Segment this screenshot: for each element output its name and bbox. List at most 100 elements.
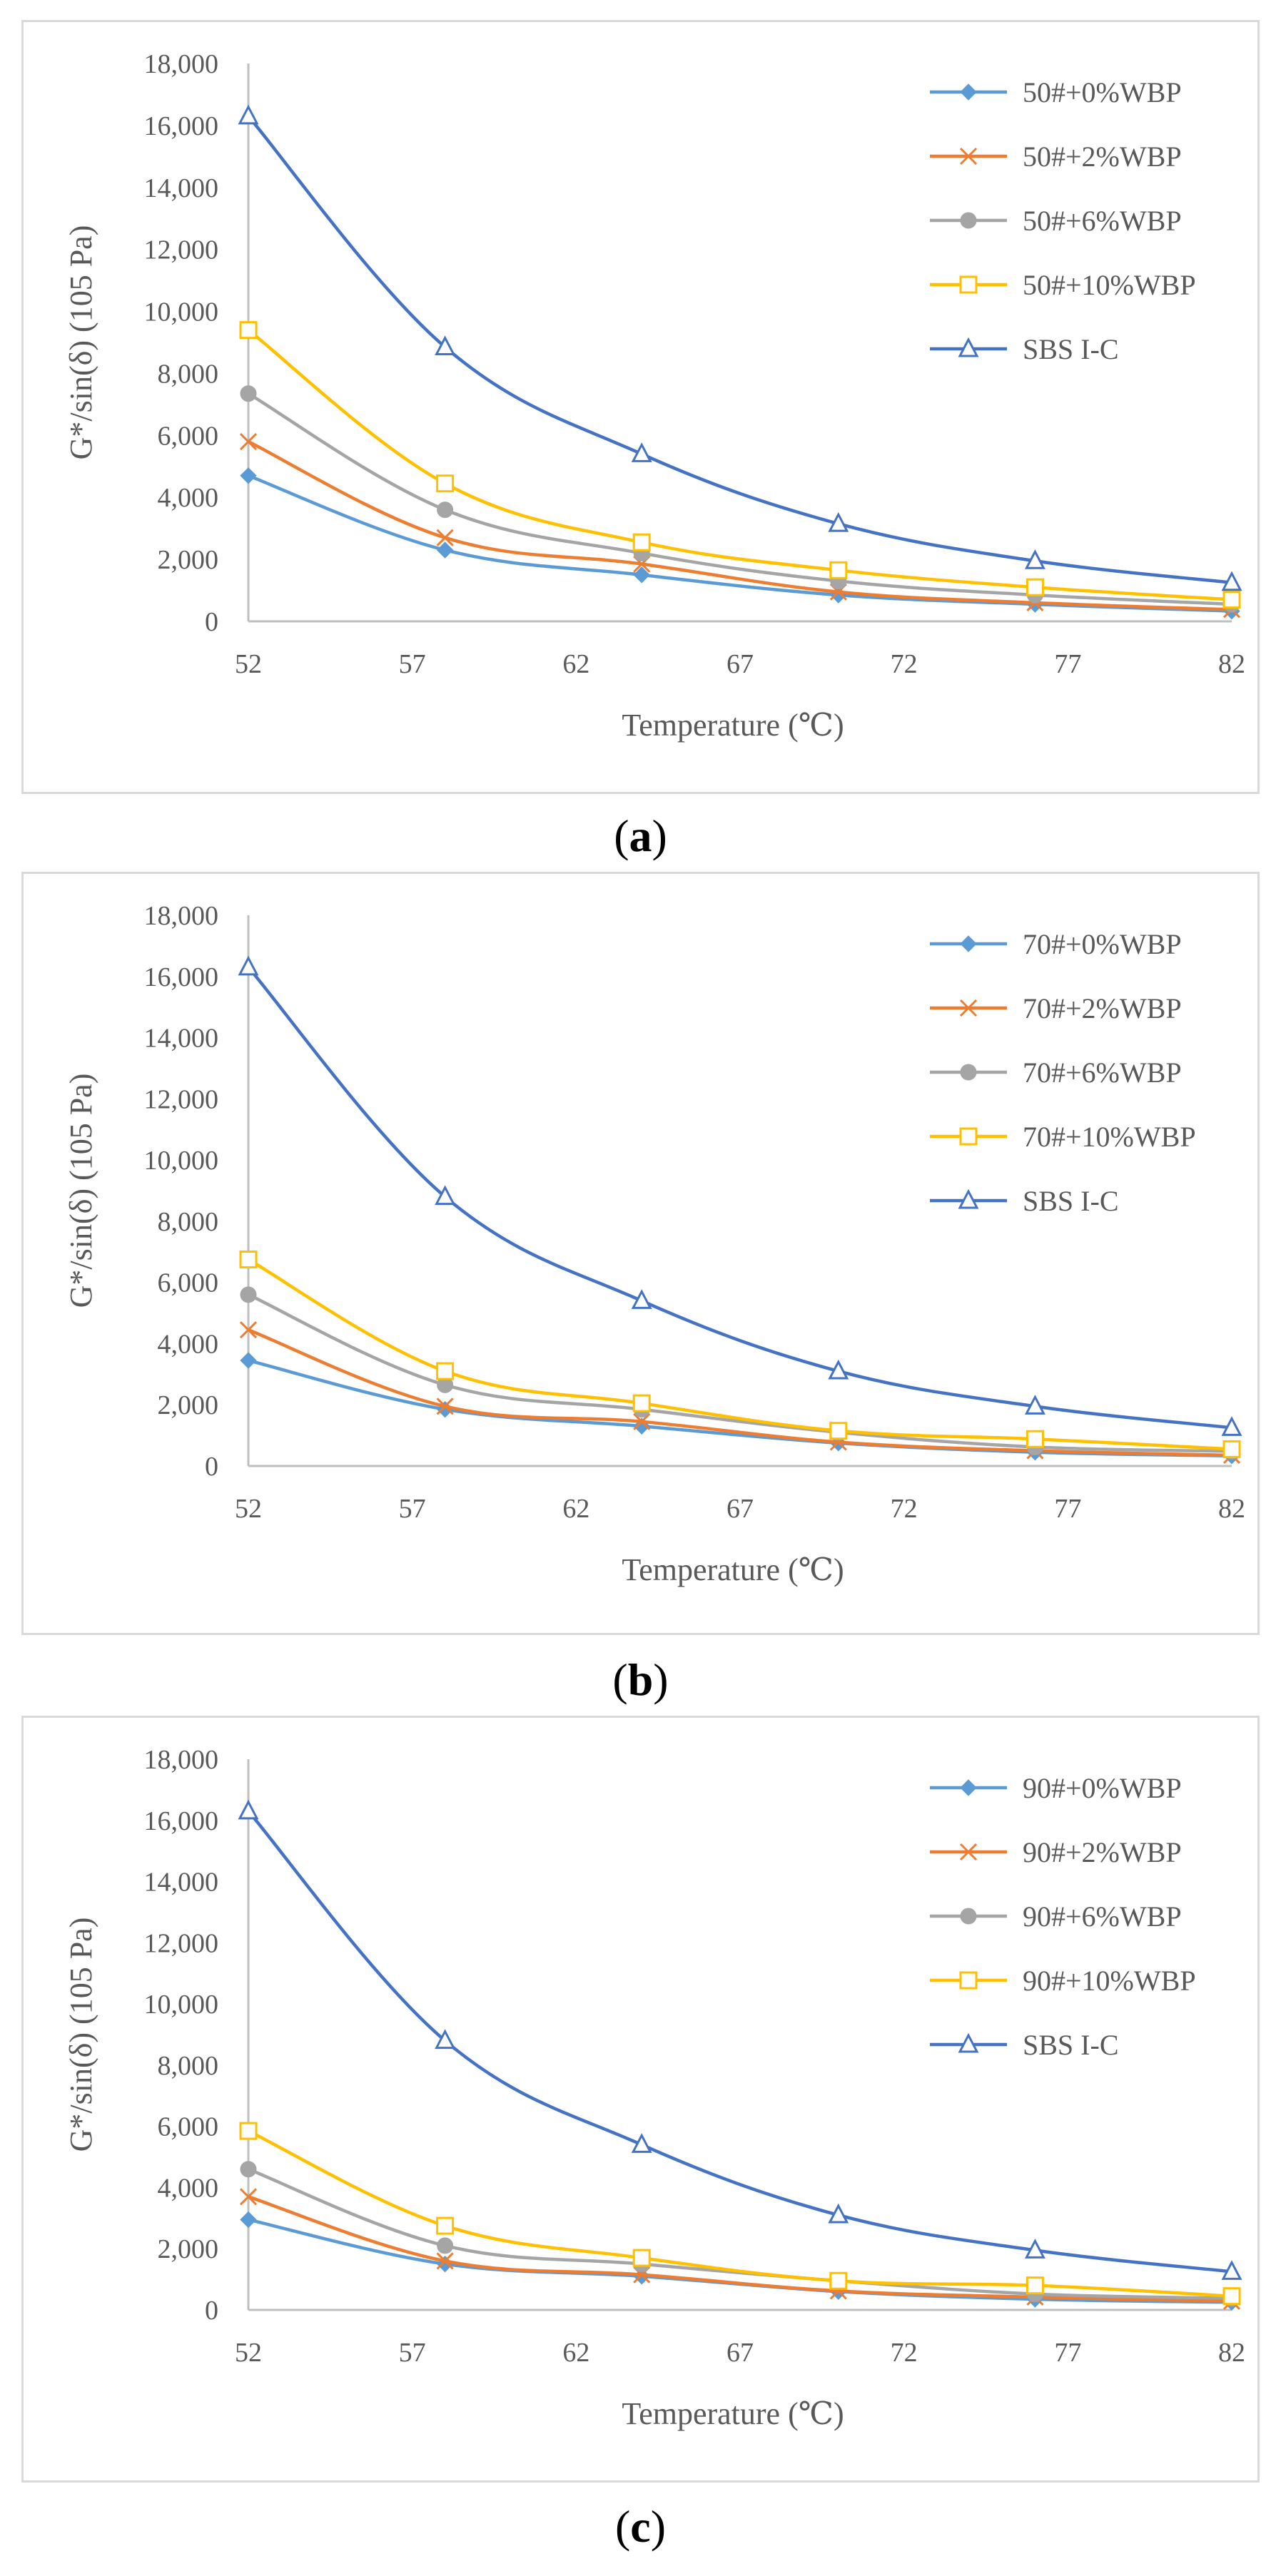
- y-tick-label: 12,000: [144, 1928, 219, 1958]
- data-point: [240, 1286, 257, 1303]
- data-point: [1221, 571, 1242, 591]
- legend-marker: [959, 999, 978, 1017]
- data-point: [1024, 549, 1045, 569]
- y-tick-label: 12,000: [144, 1084, 219, 1114]
- y-axis-title: G*/sin(δ) (105 Pa): [64, 1074, 98, 1308]
- data-point: [436, 529, 454, 546]
- x-tick-label: 82: [1218, 1494, 1245, 1524]
- y-tick-label: 0: [205, 1452, 218, 1482]
- series-3: [239, 2122, 1241, 2306]
- y-tick-label: 10,000: [144, 297, 219, 327]
- legend-item: SBS I-C: [930, 333, 1119, 365]
- data-point: [239, 1321, 258, 1339]
- data-point: [435, 335, 456, 356]
- data-point: [240, 2161, 257, 2178]
- y-tick-label: 16,000: [144, 1806, 219, 1836]
- chart-b-svg: 0 2,000 4,000 6,000 8,000 10,000 12,000 14,000 1…: [64, 901, 1245, 1587]
- data-point: [1222, 2287, 1241, 2306]
- x-tick-label: 67: [726, 2338, 754, 2368]
- x-axis-title: Temperature (℃): [622, 708, 844, 743]
- x-tick-label: 52: [235, 2338, 262, 2368]
- y-tick-label: 18,000: [144, 49, 219, 79]
- data-point: [239, 321, 258, 340]
- data-point: [829, 2271, 848, 2290]
- x-tick-label: 62: [562, 2338, 589, 2368]
- data-point: [240, 385, 257, 402]
- legend-label: 90#+6%WBP: [1023, 1900, 1182, 1933]
- y-tick-label: 8,000: [158, 359, 219, 389]
- y-tick-label: 6,000: [158, 2112, 219, 2142]
- legend-item: 50#+6%WBP: [930, 205, 1182, 237]
- series-line: [248, 2195, 1232, 2303]
- y-tick-label: 4,000: [158, 1329, 219, 1359]
- series-line: [248, 2167, 1232, 2300]
- data-point: [631, 442, 652, 462]
- series-line: [248, 440, 1232, 611]
- legend-marker: [960, 935, 977, 952]
- x-tick-label: 52: [235, 1494, 262, 1524]
- x-axis-title: Temperature (℃): [622, 2396, 844, 2431]
- y-tick-label: 0: [205, 2296, 218, 2326]
- y-tick-label: 16,000: [144, 962, 219, 992]
- x-tick-label: 57: [399, 649, 426, 679]
- data-point: [435, 1185, 456, 1206]
- legend-item: SBS I-C: [930, 2029, 1119, 2061]
- series-1: [239, 2188, 1241, 2311]
- caption-a: (a): [614, 810, 667, 861]
- data-point: [240, 1352, 257, 1369]
- legend-marker: [960, 1908, 977, 1925]
- data-point: [829, 561, 848, 579]
- series-line: [247, 1258, 1232, 1451]
- caption-a-label: a: [629, 810, 652, 861]
- x-tick-label: 72: [891, 649, 918, 679]
- legend-item: 50#+10%WBP: [930, 269, 1196, 301]
- legend-label: 90#+2%WBP: [1023, 1836, 1182, 1868]
- series-line: [247, 328, 1232, 601]
- chart-a-svg: 0 2,000 4,000 6,000 8,000 10,000 12,000 14,000 1…: [64, 49, 1245, 743]
- legend-label: 50#+10%WBP: [1023, 269, 1196, 301]
- data-point: [436, 1398, 454, 1415]
- data-point: [240, 2211, 257, 2229]
- legend-marker: [959, 1843, 978, 1861]
- legend-item: 90#+10%WBP: [930, 1965, 1196, 1997]
- legend-marker: [960, 1779, 977, 1796]
- series-line: [247, 115, 1232, 584]
- x-tick-label: 52: [235, 649, 262, 679]
- x-tick-label: 77: [1054, 649, 1081, 679]
- y-tick-label: 10,000: [144, 1146, 219, 1176]
- y-tick-label: 0: [205, 607, 218, 637]
- y-tick-label: 2,000: [158, 1390, 219, 1420]
- y-tick-label: 14,000: [144, 1868, 219, 1898]
- series-line: [248, 1293, 1232, 1453]
- legend-label: 90#+0%WBP: [1023, 1772, 1182, 1804]
- data-point: [632, 533, 651, 551]
- y-tick-label: 18,000: [144, 1745, 219, 1775]
- y-axis-title: G*/sin(δ) (105 Pa): [64, 225, 98, 460]
- legend-label: 70#+2%WBP: [1023, 992, 1182, 1024]
- x-tick-label: 72: [891, 2338, 918, 2368]
- legend-label: 90#+10%WBP: [1023, 1965, 1196, 1997]
- y-tick-label: 10,000: [144, 1990, 219, 2020]
- series-3: [239, 321, 1241, 609]
- data-point: [829, 1422, 848, 1440]
- y-tick-label: 8,000: [158, 2051, 219, 2081]
- legend-label: 70#+0%WBP: [1023, 928, 1182, 960]
- legend-item: 70#+6%WBP: [930, 1057, 1182, 1089]
- data-point: [239, 2122, 258, 2140]
- legend-marker: [960, 1064, 977, 1081]
- data-point: [238, 955, 259, 976]
- data-point: [240, 467, 257, 484]
- legend-item: 70#+0%WBP: [930, 928, 1182, 960]
- data-point: [631, 1289, 652, 1309]
- legend-marker: [959, 1971, 978, 1990]
- series-4: [238, 1799, 1242, 2280]
- legend-item: SBS I-C: [930, 1185, 1119, 1217]
- legend-label: 50#+2%WBP: [1023, 141, 1182, 173]
- x-tick-label: 72: [891, 1494, 918, 1524]
- legend-marker: [959, 1127, 978, 1146]
- chart-panel-b: 0 2,000 4,000 6,000 8,000 10,000 12,000 14,000 1…: [21, 872, 1260, 1635]
- legend-marker: [958, 2032, 979, 2053]
- caption-c: (c): [614, 2501, 667, 2552]
- data-point: [828, 511, 849, 532]
- legend-label: 70#+6%WBP: [1023, 1057, 1182, 1089]
